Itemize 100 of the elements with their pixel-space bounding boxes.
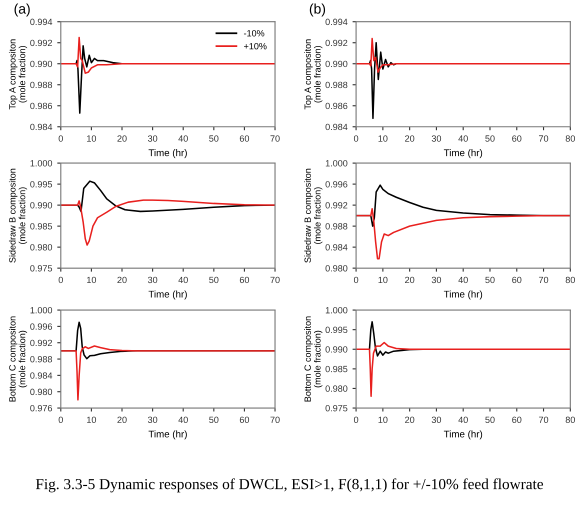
x-tick-label: 0 <box>354 135 358 142</box>
x-tick-label: 40 <box>178 276 188 284</box>
x-tick-label: 10 <box>378 416 388 424</box>
y-tick-label: 0.995 <box>326 326 348 334</box>
x-tick-label: 0 <box>58 416 63 424</box>
y-axis-title: Bottom C compositon (mole fraction) <box>8 316 28 402</box>
x-tick-label: 70 <box>538 276 548 284</box>
y-tick-label: 0.992 <box>30 40 52 46</box>
x-tick-label: 70 <box>538 416 548 424</box>
y-axis-title: Top A compositon (mole fraction) <box>304 39 322 110</box>
y-tick-label: 0.990 <box>30 202 52 208</box>
x-tick-label: 20 <box>405 135 414 142</box>
x-tick-label: 30 <box>432 135 442 142</box>
y-tick-label: 0.980 <box>326 265 348 272</box>
x-tick-label: 50 <box>209 276 218 284</box>
y-tick-label: 0.988 <box>326 223 348 230</box>
y-tick-label: 0.984 <box>30 372 52 379</box>
x-tick-label: 80 <box>566 276 575 284</box>
y-tick-label: 0.996 <box>326 181 348 188</box>
y-tick-label: 0.985 <box>30 223 52 230</box>
x-tick-label: 80 <box>566 416 575 424</box>
x-tick-label: 50 <box>485 135 495 142</box>
y-tick-label: 0.992 <box>326 40 348 46</box>
x-tick-label: 60 <box>512 276 522 284</box>
x-tick-label: 10 <box>87 416 96 424</box>
y-tick-label: 0.990 <box>326 60 348 68</box>
y-tick-label: 0.988 <box>326 82 348 88</box>
y-tick-label: 0.984 <box>30 124 52 130</box>
x-tick-label: 60 <box>240 276 250 284</box>
y-tick-label: 0.976 <box>30 405 52 412</box>
legend-label: +10% <box>244 43 267 50</box>
chart-title: (b) <box>310 4 326 16</box>
x-tick-label: 40 <box>458 416 468 424</box>
x-tick-label: 60 <box>512 416 522 424</box>
x-tick-label: 30 <box>432 276 442 284</box>
x-tick-label: 50 <box>485 276 495 284</box>
x-tick-label: 40 <box>458 276 468 284</box>
x-axis-title: Time (hr) <box>444 430 482 440</box>
y-tick-label: 0.980 <box>326 385 348 392</box>
x-tick-label: 40 <box>458 135 468 142</box>
x-tick-label: 60 <box>240 135 250 142</box>
y-tick-label: 0.980 <box>30 244 52 251</box>
x-tick-label: 0 <box>58 276 63 284</box>
y-axis-title: Sidedraw B compositon (mole fraction) <box>8 168 28 263</box>
y-tick-label: 1.000 <box>30 160 52 166</box>
x-tick-label: 0 <box>354 276 358 284</box>
y-tick-label: 0.992 <box>30 340 52 346</box>
y-axis-title: Top A compositon (mole fraction) <box>8 39 28 110</box>
x-tick-label: 40 <box>178 135 188 142</box>
y-tick-label: 0.990 <box>30 60 52 68</box>
y-tick-label: 0.994 <box>30 18 52 26</box>
x-tick-label: 70 <box>270 276 280 284</box>
x-tick-label: 50 <box>209 135 218 142</box>
x-axis-title: Time (hr) <box>148 290 187 300</box>
x-tick-label: 50 <box>485 416 495 424</box>
y-tick-label: 0.988 <box>30 82 52 88</box>
caption: Fig. 3.3-5 Dynamic responses of DWCL, ESI>1, F(8,1,1) for +/-10% feed flowrate <box>36 478 544 492</box>
x-tick-label: 10 <box>378 276 388 284</box>
x-tick-label: 50 <box>209 416 218 424</box>
x-axis-title: Time (hr) <box>148 430 187 440</box>
y-tick-label: 0.995 <box>30 181 52 188</box>
y-tick-label: 0.986 <box>326 102 348 110</box>
y-tick-label: 1.000 <box>30 307 52 314</box>
x-tick-label: 30 <box>148 276 158 284</box>
x-tick-label: 30 <box>148 416 158 424</box>
x-tick-label: 70 <box>270 135 280 142</box>
legend-label: -10% <box>244 30 264 36</box>
chart-title: (a) <box>14 4 30 16</box>
x-tick-label: 30 <box>148 135 158 142</box>
x-axis-title: Time (hr) <box>444 149 482 158</box>
x-axis-title: Time (hr) <box>444 290 482 300</box>
y-tick-label: 0.980 <box>30 388 52 396</box>
y-tick-label: 0.992 <box>326 202 348 208</box>
x-tick-label: 0 <box>58 135 63 142</box>
x-tick-label: 60 <box>512 135 522 142</box>
x-tick-label: 60 <box>240 416 250 424</box>
y-tick-label: 1.000 <box>326 160 348 166</box>
y-tick-label: 0.975 <box>326 405 348 412</box>
x-tick-label: 70 <box>270 416 280 424</box>
x-tick-label: 30 <box>432 416 442 424</box>
y-tick-label: 0.984 <box>326 244 348 251</box>
y-tick-label: 0.994 <box>326 18 348 26</box>
y-axis-title: Sidedraw B compositon (mole fraction) <box>304 168 322 263</box>
y-tick-label: 0.988 <box>30 356 52 362</box>
x-tick-label: 10 <box>378 135 388 142</box>
x-tick-label: 10 <box>87 135 96 142</box>
x-tick-label: 40 <box>178 416 188 424</box>
x-tick-label: 70 <box>538 135 548 142</box>
x-tick-label: 20 <box>117 416 127 424</box>
x-tick-label: 20 <box>405 276 414 284</box>
y-tick-label: 0.985 <box>326 366 348 372</box>
x-tick-label: 10 <box>87 276 96 284</box>
x-tick-label: 20 <box>117 135 127 142</box>
x-axis-title: Time (hr) <box>148 149 187 158</box>
x-tick-label: 80 <box>566 135 575 142</box>
x-tick-label: 20 <box>117 276 127 284</box>
y-tick-label: 0.975 <box>30 265 52 272</box>
y-axis-title: Bottom C compositon (mole fraction) <box>304 316 322 402</box>
x-tick-label: 20 <box>405 416 414 424</box>
y-tick-label: 1.000 <box>326 307 348 314</box>
